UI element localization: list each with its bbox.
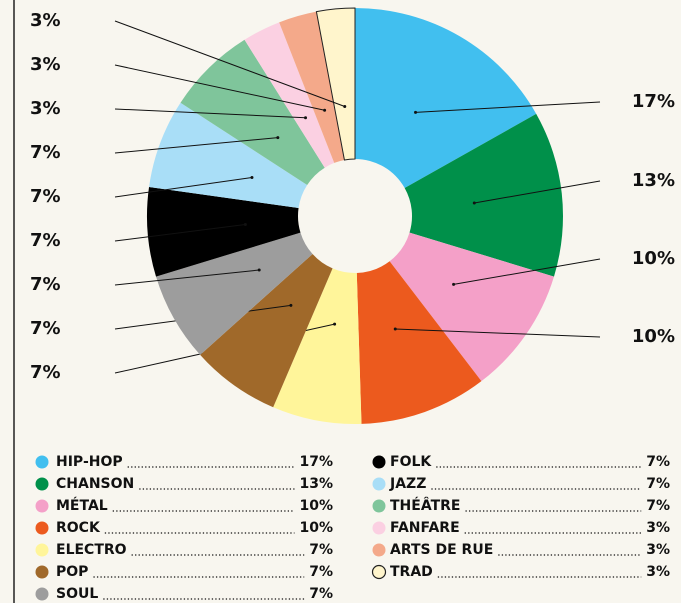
slice-label: 7% bbox=[30, 230, 61, 251]
pie-slice bbox=[200, 254, 333, 408]
legend-value: 7% bbox=[646, 454, 670, 470]
callout-dot bbox=[343, 104, 347, 108]
legend-label: TRAD bbox=[390, 564, 433, 580]
legend-dot bbox=[372, 521, 386, 535]
slice-label: 7% bbox=[30, 142, 61, 163]
pie-slice bbox=[404, 113, 563, 277]
slice-label: 7% bbox=[30, 186, 61, 207]
slice-label: 10% bbox=[632, 326, 675, 347]
callout-line bbox=[114, 108, 306, 119]
pie-slice bbox=[315, 7, 356, 161]
callout-line bbox=[415, 101, 601, 113]
callout-dot bbox=[452, 282, 456, 286]
callout-dot bbox=[414, 110, 418, 114]
callout-line bbox=[114, 224, 246, 242]
pie-slice bbox=[180, 39, 325, 185]
callout-dot bbox=[289, 303, 293, 307]
callout-line bbox=[453, 258, 601, 285]
pie-slice bbox=[279, 11, 345, 163]
legend-label: FANFARE bbox=[390, 520, 460, 536]
slice-label: 7% bbox=[30, 274, 61, 295]
slice-label: 3% bbox=[30, 54, 61, 75]
pie-slice bbox=[355, 8, 537, 189]
pie-slice bbox=[147, 186, 301, 277]
legend-label: POP bbox=[56, 564, 88, 580]
legend-dot bbox=[35, 499, 49, 513]
legend-dot bbox=[371, 564, 387, 580]
legend-value: 3% bbox=[646, 564, 670, 580]
callout-line bbox=[114, 64, 325, 111]
legend-dot bbox=[372, 477, 386, 491]
legend-value: 17% bbox=[299, 454, 333, 470]
callout-dot bbox=[250, 175, 254, 179]
slice-label: 13% bbox=[632, 170, 675, 191]
legend-label: THÉÂTRE bbox=[390, 497, 460, 514]
legend-dot bbox=[35, 455, 49, 469]
slice-label: 17% bbox=[632, 91, 675, 112]
callout-dot bbox=[257, 268, 261, 272]
callout-dot bbox=[472, 201, 476, 205]
slice-label: 3% bbox=[30, 10, 61, 31]
slice-label: 10% bbox=[632, 248, 675, 269]
callout-line bbox=[114, 269, 260, 286]
legend-label: ELECTRO bbox=[56, 542, 127, 558]
legend-dot bbox=[372, 455, 386, 469]
pie-slice bbox=[273, 268, 362, 424]
legend-dot bbox=[35, 543, 49, 557]
slice-label: 7% bbox=[30, 318, 61, 339]
callout-line bbox=[474, 180, 601, 204]
legend-label: ROCK bbox=[56, 520, 101, 536]
legend-value: 7% bbox=[646, 476, 670, 492]
legend-label: FOLK bbox=[390, 454, 432, 470]
callout-dot bbox=[393, 327, 397, 331]
pie-slice bbox=[244, 22, 335, 168]
callout-line bbox=[114, 137, 278, 154]
pie-slice bbox=[389, 232, 554, 382]
legend-label: JAZZ bbox=[389, 476, 426, 492]
legend-label: MÉTAL bbox=[56, 497, 108, 514]
pie-slice bbox=[356, 261, 482, 424]
legend-value: 3% bbox=[646, 542, 670, 558]
legend-dot bbox=[35, 521, 49, 535]
callout-dot bbox=[323, 108, 327, 112]
legend-label: CHANSON bbox=[56, 476, 134, 492]
legend-value: 13% bbox=[299, 476, 333, 492]
callout-dot bbox=[333, 322, 337, 326]
legend-value: 7% bbox=[309, 586, 333, 602]
legend-dot bbox=[35, 477, 49, 491]
callout-dot bbox=[276, 136, 280, 140]
slice-label: 3% bbox=[30, 98, 61, 119]
legend-label: HIP-HOP bbox=[56, 454, 123, 470]
legend-value: 7% bbox=[309, 564, 333, 580]
legend-dot bbox=[35, 587, 49, 601]
legend-value: 10% bbox=[299, 520, 333, 536]
callout-line bbox=[395, 328, 601, 338]
legend-value: 3% bbox=[646, 520, 670, 536]
legend-value: 7% bbox=[309, 542, 333, 558]
pie-slice bbox=[156, 232, 313, 355]
legend-dot bbox=[35, 565, 49, 579]
callout-dot bbox=[243, 223, 247, 227]
legend-dot bbox=[372, 499, 386, 513]
legend-label: SOUL bbox=[56, 586, 98, 602]
pie-slice bbox=[149, 102, 308, 209]
callout-line bbox=[114, 20, 345, 107]
callout-dot bbox=[304, 116, 308, 120]
legend-dot bbox=[372, 543, 386, 557]
callout-line bbox=[114, 176, 253, 198]
legend-value: 10% bbox=[299, 498, 333, 514]
legend-value: 7% bbox=[646, 498, 670, 514]
legend-label: ARTS DE RUE bbox=[390, 542, 493, 558]
slice-label: 7% bbox=[30, 362, 61, 383]
